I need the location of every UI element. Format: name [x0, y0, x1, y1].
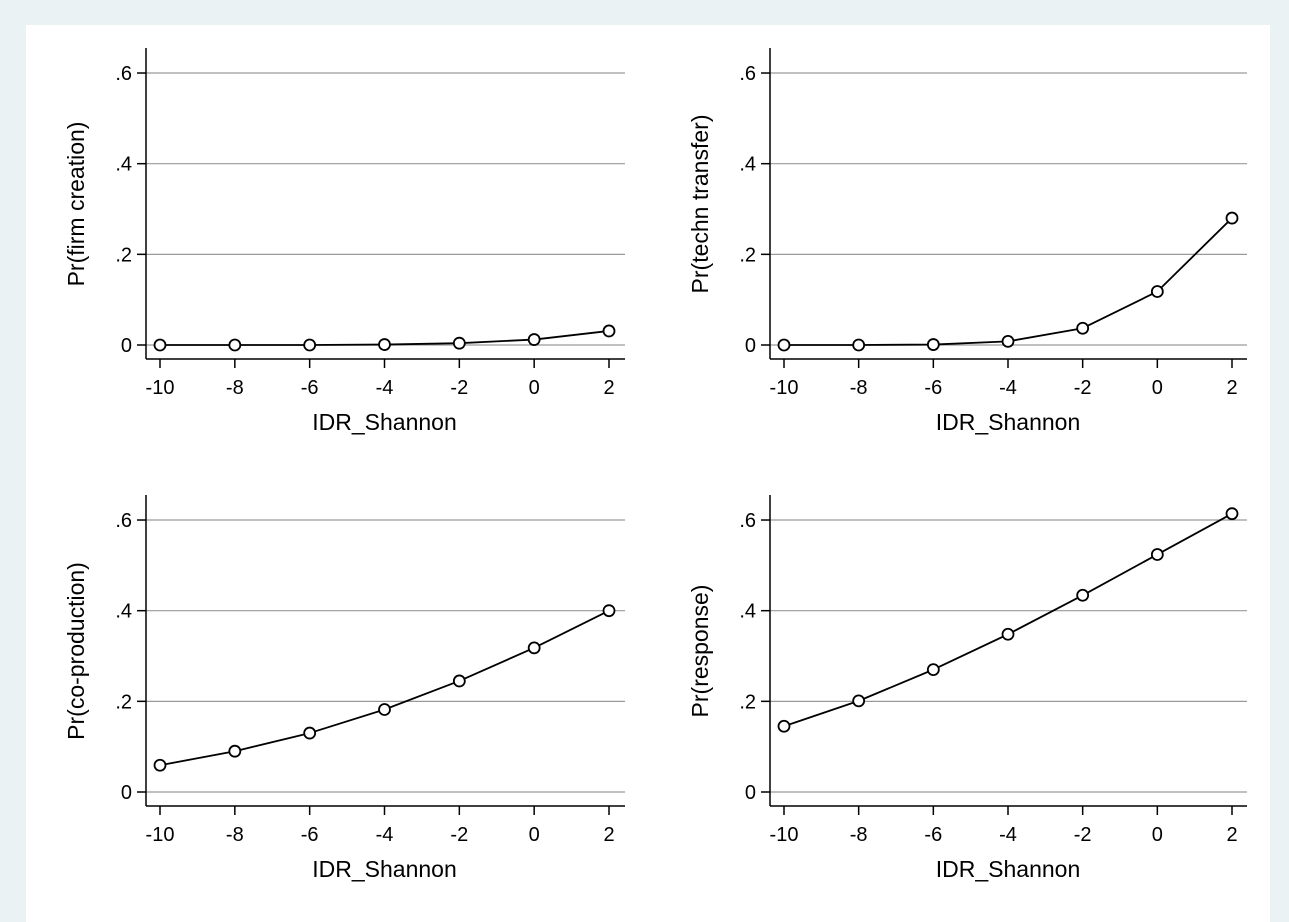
data-point-0 [1150, 285, 1164, 298]
data-point-8 [228, 744, 242, 758]
x-tick-label: -10 [770, 824, 799, 846]
x-tick-label: -6 [924, 824, 942, 846]
data-point-0 [1150, 548, 1164, 561]
x-tick-label: -2 [1074, 377, 1092, 399]
data-point-10 [153, 338, 167, 352]
data-point-2 [602, 604, 616, 618]
x-tick-label: 2 [603, 377, 614, 399]
data-point-6 [303, 338, 317, 352]
y-tick-label: .2 [739, 244, 756, 266]
x-tick-label: 0 [1152, 377, 1163, 399]
data-point-2 [452, 336, 466, 350]
panel-techn-transfer: 0 .2 .4 .6 -10 -8 -6 -4 -2 0 2 IDR_Shannon Pr(techn … [687, 48, 1247, 435]
y-tick-label: .4 [739, 154, 756, 176]
data-point-10 [153, 758, 167, 772]
x-tick-label: -8 [850, 377, 868, 399]
y-axis-title: Pr(techn transfer) [687, 115, 713, 294]
y-tick-label: .6 [115, 510, 132, 532]
x-tick-label: -6 [301, 824, 319, 846]
data-point-2 [602, 324, 616, 338]
y-tick-label: .4 [739, 601, 756, 623]
y-tick-label: .6 [115, 63, 132, 85]
y-tick-label: 0 [121, 782, 132, 804]
data-point-6 [926, 663, 940, 677]
data-point-0 [527, 641, 541, 655]
x-tick-label: 0 [1152, 824, 1163, 846]
data-point-10 [777, 338, 791, 352]
x-tick-label: -4 [999, 377, 1017, 399]
y-tick-label: .4 [115, 601, 132, 623]
x-tick-label: -10 [146, 824, 175, 846]
x-axis-title: IDR_Shannon [312, 409, 457, 435]
x-tick-label: -8 [850, 824, 868, 846]
data-point-10 [777, 719, 791, 733]
panel-background [26, 25, 1270, 922]
data-point-4 [1001, 627, 1015, 641]
data-point-8 [852, 694, 866, 708]
y-tick-label: 0 [745, 335, 756, 357]
x-tick-label: -8 [226, 377, 244, 399]
x-tick-label: -2 [450, 824, 468, 846]
data-point-4 [378, 338, 391, 351]
data-point-0 [527, 333, 541, 346]
data-point-2 [1076, 321, 1090, 335]
data-point-8 [852, 338, 866, 352]
x-tick-label: 0 [529, 824, 540, 846]
y-tick-label: .2 [115, 244, 132, 266]
data-point-2 [452, 674, 466, 688]
data-point-6 [926, 338, 940, 351]
x-tick-label: 0 [529, 377, 540, 399]
data-point-2 [1225, 507, 1239, 521]
panel-co-production: 0 .2 .4 .6 -10 -8 -6 -4 -2 0 2 IDR_Shannon Pr(co-pro… [63, 495, 625, 882]
x-tick-label: 2 [1226, 824, 1237, 846]
data-point-4 [378, 703, 391, 716]
x-tick-label: 2 [603, 824, 614, 846]
x-tick-label: -6 [301, 377, 319, 399]
x-tick-label: -10 [146, 377, 175, 399]
panel-firm-creation: 0 .2 .4 .6 -10 -8 -6 -4 -2 0 2 IDR_Shannon Pr(firm c… [63, 48, 625, 435]
x-tick-label: -4 [376, 824, 394, 846]
x-tick-label: -4 [376, 377, 394, 399]
y-tick-label: 0 [745, 782, 756, 804]
x-tick-label: -10 [770, 377, 799, 399]
y-tick-label: .6 [739, 510, 756, 532]
y-tick-label: .2 [115, 691, 132, 713]
data-point-8 [228, 338, 242, 352]
data-point-2 [1076, 588, 1090, 602]
y-axis-title: Pr(response) [687, 585, 713, 718]
x-tick-label: -4 [999, 824, 1017, 846]
y-axis-title: Pr(firm creation) [63, 122, 89, 287]
x-tick-label: -8 [226, 824, 244, 846]
x-tick-label: -6 [924, 377, 942, 399]
panel-response: 0 .2 .4 .6 -10 -8 -6 -4 -2 0 2 IDR_Shannon Pr(respon… [687, 495, 1247, 882]
y-tick-label: 0 [121, 335, 132, 357]
x-axis-title: IDR_Shannon [936, 409, 1081, 435]
x-axis-title: IDR_Shannon [312, 856, 457, 882]
y-tick-label: .2 [739, 691, 756, 713]
x-tick-label: -2 [450, 377, 468, 399]
data-point-6 [303, 726, 317, 740]
y-axis-title: Pr(co-production) [63, 562, 89, 740]
x-axis-title: IDR_Shannon [936, 856, 1081, 882]
data-point-4 [1001, 334, 1015, 348]
y-tick-label: .4 [115, 154, 132, 176]
x-tick-label: -2 [1074, 824, 1092, 846]
data-point-2 [1225, 211, 1239, 225]
y-tick-label: .6 [739, 63, 756, 85]
x-tick-label: 2 [1226, 377, 1237, 399]
